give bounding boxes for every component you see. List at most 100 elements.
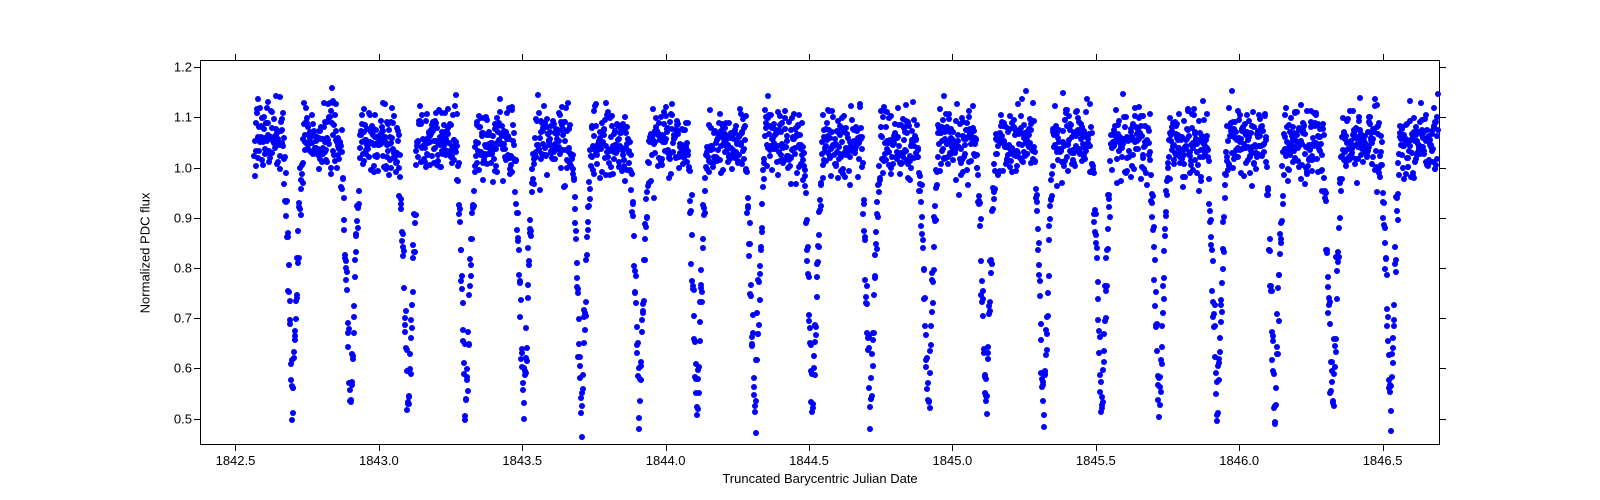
x-tick-label: 1846.5 bbox=[1363, 453, 1403, 468]
data-point bbox=[1159, 323, 1165, 329]
data-point bbox=[298, 212, 304, 218]
data-point bbox=[756, 322, 762, 328]
data-point bbox=[286, 289, 292, 295]
data-point bbox=[1379, 162, 1385, 168]
data-point bbox=[1345, 116, 1351, 122]
data-point bbox=[475, 140, 481, 146]
data-point bbox=[820, 175, 826, 181]
data-point bbox=[1046, 273, 1052, 279]
x-tick-label: 1842.5 bbox=[216, 453, 256, 468]
data-point bbox=[1138, 176, 1144, 182]
data-point bbox=[928, 342, 934, 348]
data-point bbox=[513, 158, 519, 164]
data-point bbox=[310, 121, 316, 127]
data-point bbox=[1392, 244, 1398, 250]
data-point bbox=[691, 287, 697, 293]
data-point bbox=[1277, 251, 1283, 257]
data-point bbox=[700, 236, 706, 242]
data-point bbox=[1093, 211, 1099, 217]
data-point bbox=[1060, 90, 1066, 96]
data-point bbox=[794, 170, 800, 176]
data-point bbox=[524, 345, 530, 351]
data-point bbox=[810, 401, 816, 407]
data-point bbox=[1020, 159, 1026, 165]
data-point bbox=[557, 112, 563, 118]
data-point bbox=[626, 160, 632, 166]
data-point bbox=[1215, 410, 1221, 416]
data-point bbox=[973, 136, 979, 142]
data-point bbox=[1015, 101, 1021, 107]
data-point bbox=[1082, 156, 1088, 162]
data-point bbox=[512, 189, 518, 195]
data-point bbox=[816, 232, 822, 238]
data-point bbox=[914, 122, 920, 128]
data-point bbox=[1094, 255, 1100, 261]
data-point bbox=[1217, 335, 1223, 341]
data-point bbox=[846, 168, 852, 174]
data-point bbox=[1393, 269, 1399, 275]
data-point bbox=[281, 181, 287, 187]
data-point bbox=[1146, 140, 1152, 146]
data-point bbox=[1146, 128, 1152, 134]
data-point bbox=[581, 340, 587, 346]
y-tick-mark bbox=[1440, 67, 1446, 68]
data-point bbox=[316, 166, 322, 172]
data-point bbox=[291, 355, 297, 361]
data-point bbox=[1219, 309, 1225, 315]
data-point bbox=[1101, 331, 1107, 337]
data-point bbox=[1036, 272, 1042, 278]
data-point bbox=[859, 134, 865, 140]
data-point bbox=[1152, 303, 1158, 309]
y-tick-mark bbox=[1440, 218, 1446, 219]
data-point bbox=[903, 102, 909, 108]
data-point bbox=[802, 173, 808, 179]
data-point bbox=[1206, 176, 1212, 182]
data-point bbox=[1030, 100, 1036, 106]
data-point bbox=[593, 101, 599, 107]
data-point bbox=[282, 154, 288, 160]
data-point bbox=[755, 331, 761, 337]
data-point bbox=[987, 308, 993, 314]
data-point bbox=[915, 154, 921, 160]
data-point bbox=[1032, 158, 1038, 164]
data-point bbox=[580, 372, 586, 378]
data-point bbox=[980, 288, 986, 294]
data-point bbox=[279, 127, 285, 133]
data-point bbox=[874, 246, 880, 252]
data-point bbox=[1332, 364, 1338, 370]
data-point bbox=[1033, 186, 1039, 192]
data-point bbox=[694, 412, 700, 418]
data-point bbox=[1332, 343, 1338, 349]
data-point bbox=[977, 223, 983, 229]
data-point bbox=[1433, 119, 1439, 125]
data-point bbox=[1032, 149, 1038, 155]
data-point bbox=[813, 324, 819, 330]
data-point bbox=[1435, 91, 1441, 97]
data-point bbox=[1204, 111, 1210, 117]
data-point bbox=[1323, 190, 1329, 196]
y-tick-mark bbox=[1440, 318, 1446, 319]
data-point bbox=[582, 327, 588, 333]
data-point bbox=[920, 237, 926, 243]
data-point bbox=[1140, 113, 1146, 119]
data-point bbox=[699, 299, 705, 305]
data-point bbox=[1107, 158, 1113, 164]
x-tick-mark bbox=[1096, 445, 1097, 451]
data-point bbox=[642, 257, 648, 263]
data-point bbox=[622, 114, 628, 120]
data-point bbox=[1100, 367, 1106, 373]
data-point bbox=[1380, 190, 1386, 196]
data-point bbox=[583, 299, 589, 305]
data-point bbox=[476, 167, 482, 173]
data-point bbox=[1205, 147, 1211, 153]
data-point bbox=[872, 275, 878, 281]
data-point bbox=[574, 260, 580, 266]
data-point bbox=[695, 376, 701, 382]
data-point bbox=[919, 231, 925, 237]
data-point bbox=[639, 317, 645, 323]
data-point bbox=[608, 164, 614, 170]
data-point bbox=[1052, 103, 1058, 109]
data-point bbox=[1343, 163, 1349, 169]
data-point bbox=[978, 258, 984, 264]
data-point bbox=[1034, 192, 1040, 198]
